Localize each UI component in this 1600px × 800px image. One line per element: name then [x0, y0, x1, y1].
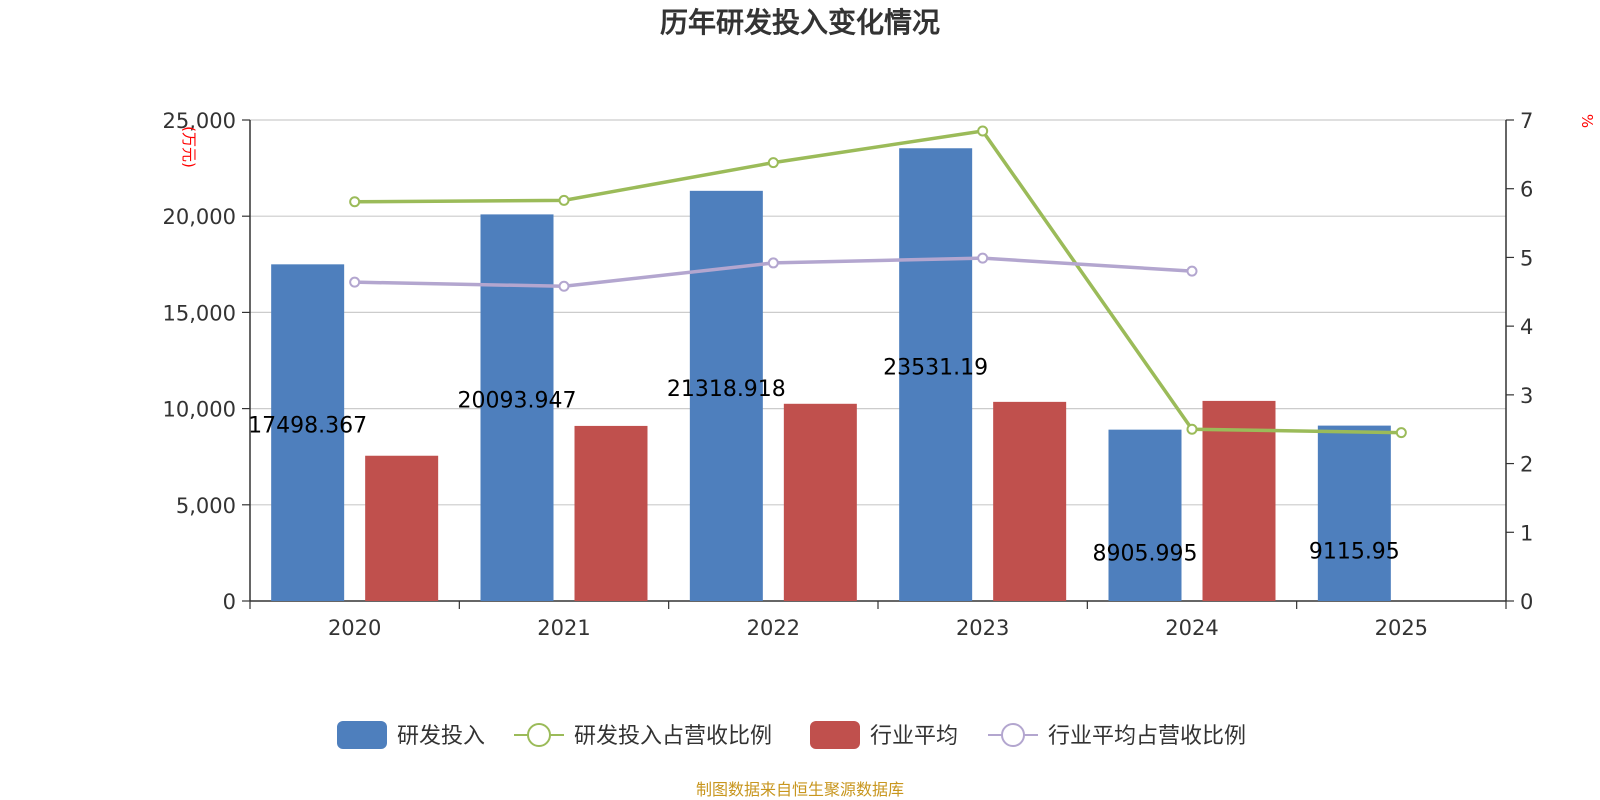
y-left-tick-label: 25,000 [163, 109, 236, 133]
y-right-tick-label: 1 [1520, 521, 1533, 545]
bar-data-label: 8905.995 [1093, 541, 1198, 566]
point-研发投入占营收比例 [349, 196, 361, 208]
point-研发投入占营收比例 [1395, 427, 1407, 439]
point-研发投入占营收比例 [977, 125, 989, 137]
y-right-tick-label: 4 [1520, 315, 1533, 339]
bar-研发投入 [480, 214, 554, 601]
lines [349, 125, 1407, 439]
x-tick-label: 2023 [956, 616, 1009, 640]
line-研发投入占营收比例 [354, 129, 1402, 435]
bar-data-label: 20093.947 [458, 389, 577, 414]
legend: 研发投入 研发投入占营收比例 行业平均 行业平均占营收比例 [337, 721, 1246, 749]
point-研发投入占营收比例 [558, 194, 570, 206]
y-right-tick-label: 3 [1520, 384, 1533, 408]
x-tick-label: 2022 [747, 616, 800, 640]
y-left-unit: (万元) [180, 126, 198, 168]
bar-data-label: 17498.367 [248, 414, 367, 439]
bar-研发投入 [271, 264, 345, 601]
y-right-tick-label: 2 [1520, 453, 1533, 477]
point-行业平均占营收比例 [977, 252, 989, 264]
point-行业平均占营收比例 [1186, 265, 1198, 277]
legend-swatch-研发投入 [337, 721, 387, 749]
legend-label: 行业平均占营收比例 [1048, 724, 1246, 749]
point-研发投入占营收比例 [1186, 423, 1198, 435]
bar-行业平均 [365, 455, 439, 601]
x-tick-label: 2020 [328, 616, 381, 640]
legend-swatch-行业平均 [810, 721, 860, 749]
bar-研发投入 [899, 148, 973, 602]
legend-swatch-marker-研发投入占营收比例 [527, 723, 551, 747]
y-left-tick-label: 20,000 [163, 205, 236, 229]
point-行业平均占营收比例 [767, 257, 779, 269]
y-left-tick-label: 15,000 [163, 301, 236, 325]
bar-行业平均 [1202, 400, 1276, 601]
y-right-tick-label: 5 [1520, 246, 1533, 270]
x-tick-label: 2025 [1375, 616, 1428, 640]
bar-data-label: 23531.19 [883, 356, 988, 381]
bar-研发投入 [689, 190, 763, 601]
chart-title: 历年研发投入变化情况 [660, 6, 940, 39]
legend-label: 行业平均 [870, 724, 958, 749]
y-right-tick-label: 0 [1520, 590, 1533, 614]
bar-data-label: 21318.918 [667, 377, 786, 402]
bars [271, 148, 1391, 602]
legend-label: 研发投入 [397, 724, 485, 749]
y-left-tick-label: 5,000 [176, 494, 236, 518]
grid [250, 119, 1506, 506]
y-right-tick-label: 7 [1520, 109, 1533, 133]
bar-行业平均 [993, 401, 1067, 601]
point-行业平均占营收比例 [349, 276, 361, 288]
point-研发投入占营收比例 [767, 157, 779, 169]
bar-行业平均 [783, 403, 857, 601]
point-行业平均占营收比例 [558, 280, 570, 292]
data-labels: 17498.367 20093.947 21318.918 23531.19 8905.… [248, 356, 1400, 567]
legend-label: 研发投入占营收比例 [574, 724, 772, 749]
x-tick-label: 2024 [1165, 616, 1218, 640]
x-tick-label: 2021 [537, 616, 590, 640]
y-right-unit: % [1578, 114, 1596, 128]
bar-行业平均 [574, 425, 648, 601]
y-right-tick-label: 6 [1520, 178, 1533, 202]
axes: 0 5,000 10,000 15,000 20,000 25,000 0 1 2 3 4 5 6 7 20… [163, 109, 1534, 640]
bar-研发投入 [1317, 425, 1391, 601]
legend-swatch-marker-行业平均占营收比例 [1001, 723, 1025, 747]
y-left-tick-label: 0 [223, 590, 236, 614]
bar-data-label: 9115.95 [1309, 539, 1400, 564]
bar-研发投入 [1108, 429, 1182, 601]
source-note: 制图数据来自恒生聚源数据库 [696, 780, 904, 799]
y-left-tick-label: 10,000 [163, 398, 236, 422]
